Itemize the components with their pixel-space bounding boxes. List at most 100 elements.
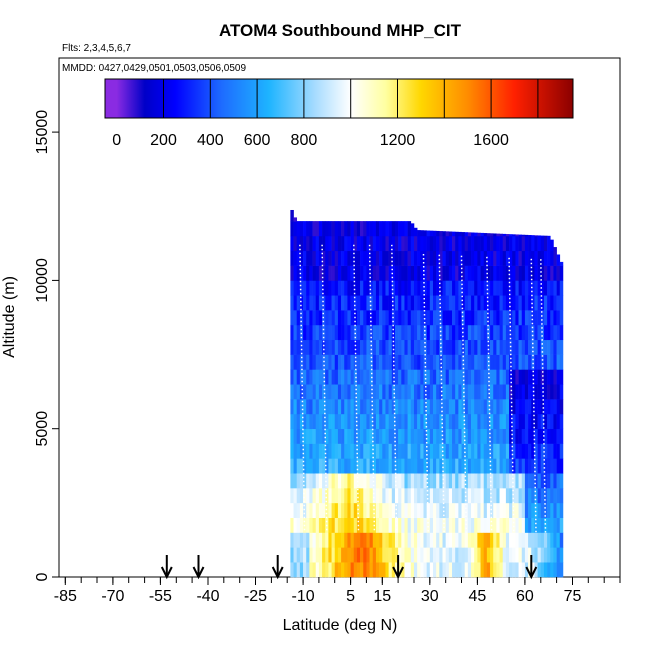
heatmap-cell xyxy=(328,443,332,459)
heatmap-cell xyxy=(404,532,408,548)
heatmap-cell xyxy=(436,354,440,370)
heatmap-cell xyxy=(426,488,431,504)
heatmap-cell xyxy=(334,502,339,518)
heatmap-cell xyxy=(306,310,310,326)
heatmap-cell xyxy=(496,399,500,415)
heatmap-cell xyxy=(464,232,469,237)
heatmap-cell xyxy=(515,458,519,474)
heatmap-cell xyxy=(404,547,408,563)
heatmap-cell xyxy=(547,280,551,296)
heatmap-cell xyxy=(547,310,551,326)
heatmap-cell xyxy=(420,473,424,489)
heatmap-cell xyxy=(490,384,494,400)
heatmap-cell xyxy=(426,413,431,430)
heatmap-cell xyxy=(474,339,478,355)
heatmap-cell xyxy=(296,517,301,533)
heatmap-cell xyxy=(445,428,450,444)
heatmap-cell xyxy=(531,399,535,415)
heatmap-cell xyxy=(556,517,561,533)
heatmap-cell xyxy=(369,250,374,266)
heatmap-cell xyxy=(426,384,431,400)
heatmap-cell xyxy=(502,280,507,296)
heatmap-cell xyxy=(458,339,462,355)
heatmap-cell xyxy=(347,562,351,578)
heatmap-cell xyxy=(306,473,310,489)
heatmap-cell xyxy=(455,280,459,296)
heatmap-cell xyxy=(328,562,332,578)
heatmap-cell xyxy=(391,517,396,533)
heatmap-cell xyxy=(369,339,374,355)
heatmap-cell xyxy=(382,310,386,326)
heatmap-cell xyxy=(382,413,386,430)
heatmap-cell xyxy=(531,502,535,518)
heatmap-cell xyxy=(420,399,424,415)
heatmap-cell xyxy=(524,399,529,415)
heatmap-cell xyxy=(477,532,481,548)
heatmap-cell xyxy=(379,443,383,459)
heatmap-cell xyxy=(347,369,351,385)
heatmap-cell xyxy=(388,428,393,444)
heatmap-cell xyxy=(356,265,361,281)
heatmap-cell xyxy=(318,295,323,311)
heatmap-cell xyxy=(550,443,554,459)
heatmap-cell xyxy=(398,369,402,385)
heatmap-cell xyxy=(531,547,535,563)
heatmap-cell xyxy=(471,443,475,459)
heatmap-cell xyxy=(547,384,551,400)
heatmap-cell xyxy=(341,280,345,296)
heatmap-cell xyxy=(382,532,386,548)
heatmap-cell xyxy=(543,517,548,533)
heatmap-cell xyxy=(550,324,554,341)
heatmap-cell xyxy=(388,473,393,489)
heatmap-cell xyxy=(515,399,519,415)
heatmap-cell xyxy=(413,502,418,518)
heatmap-cell xyxy=(550,250,554,266)
heatmap-cell xyxy=(452,265,456,281)
heatmap-cell xyxy=(404,562,408,578)
heatmap-cell xyxy=(426,443,431,459)
heatmap-cell xyxy=(375,235,380,252)
heatmap-cell xyxy=(337,354,342,370)
heatmap-cell xyxy=(369,443,374,459)
heatmap-cell xyxy=(356,443,361,459)
heatmap-cell xyxy=(496,428,500,444)
heatmap-cell xyxy=(423,399,427,415)
heatmap-cell xyxy=(550,265,554,281)
heatmap-cell xyxy=(420,502,424,518)
heatmap-cell xyxy=(509,443,513,459)
heatmap-cell xyxy=(350,488,355,504)
heatmap-cell xyxy=(512,234,516,237)
heatmap-cell xyxy=(312,221,317,237)
heatmap-cell xyxy=(480,235,485,252)
heatmap-cell xyxy=(325,339,329,355)
heatmap-cell xyxy=(347,384,351,400)
x-tick-label: 5 xyxy=(346,588,355,605)
heatmap-cell xyxy=(499,473,504,489)
heatmap-cell xyxy=(312,502,317,518)
heatmap-cell xyxy=(528,532,532,548)
heatmap-cell xyxy=(312,517,317,533)
heatmap-cell xyxy=(477,473,481,489)
heatmap-cell xyxy=(490,399,494,415)
heatmap-cell xyxy=(436,458,440,474)
heatmap-cell xyxy=(398,413,402,430)
heatmap-cell xyxy=(458,502,462,518)
heatmap-cell xyxy=(360,280,364,296)
heatmap-cell xyxy=(455,428,459,444)
heatmap-cell xyxy=(306,221,310,237)
heatmap-cell xyxy=(512,399,516,415)
heatmap-cell xyxy=(318,384,323,400)
heatmap-cell xyxy=(363,428,367,444)
heatmap-cell xyxy=(486,235,491,252)
heatmap-cell xyxy=(540,280,545,296)
heatmap-cell xyxy=(363,369,367,385)
heatmap-cell xyxy=(337,221,342,237)
heatmap-cell xyxy=(344,384,348,400)
heatmap-cell xyxy=(474,295,478,311)
heatmap-cell xyxy=(388,354,393,370)
heatmap-cell xyxy=(436,532,440,548)
heatmap-cell xyxy=(496,369,500,385)
heatmap-cell xyxy=(540,502,545,518)
heatmap-cell xyxy=(439,231,443,237)
heatmap-cell xyxy=(303,280,307,296)
